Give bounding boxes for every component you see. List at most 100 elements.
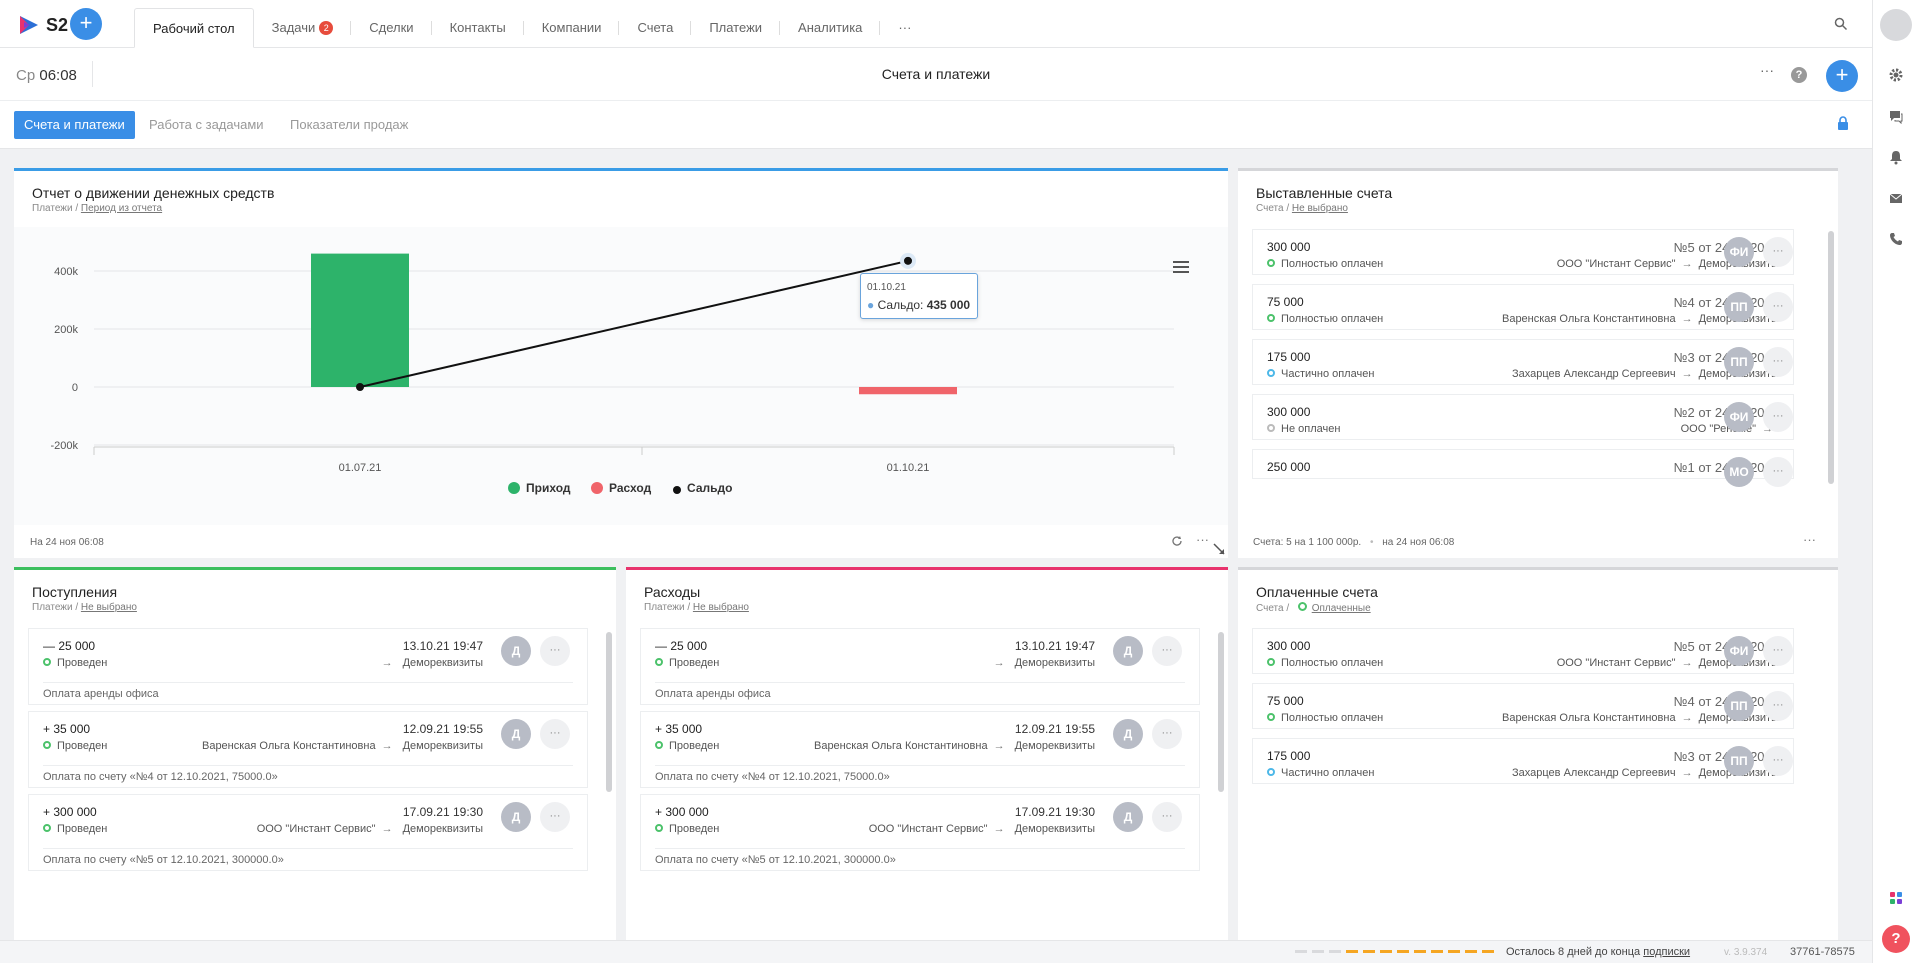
expenses-scrollbar[interactable]	[1218, 632, 1224, 792]
incoming-panel: Поступления Платежи / Не выбрано — 25 00…	[14, 567, 616, 940]
assignee-avatar[interactable]: ПП	[1724, 746, 1754, 776]
payment-more-button[interactable]: ···	[540, 636, 570, 666]
issued-more-button[interactable]: ···	[1803, 532, 1816, 547]
bell-icon[interactable]	[1888, 149, 1904, 165]
chart-menu-icon[interactable]	[1173, 260, 1189, 274]
phone-icon[interactable]	[1888, 231, 1904, 247]
invoice-status: Частично оплачен	[1267, 368, 1374, 380]
legend-income[interactable]: Приход	[508, 481, 571, 495]
invoice-more-button[interactable]: ···	[1763, 402, 1793, 432]
subtab-invoices-payments[interactable]: Счета и платежи	[14, 111, 135, 139]
subtab-sales-metrics[interactable]: Показатели продаж	[290, 117, 409, 132]
payment-card[interactable]: + 35 000 12.09.21 19:55 Проведен Варенская …	[640, 711, 1200, 788]
apps-icon[interactable]	[1888, 890, 1904, 906]
legend-balance[interactable]: Сальдо	[673, 481, 732, 495]
payment-avatar[interactable]: Д	[1113, 719, 1143, 749]
assignee-avatar[interactable]: ФИ	[1724, 402, 1754, 432]
invoice-more-button[interactable]: ···	[1763, 237, 1793, 267]
chat-icon[interactable]	[1888, 108, 1904, 124]
payment-more-button[interactable]: ···	[1152, 802, 1182, 832]
invoice-more-button[interactable]: ···	[1763, 457, 1793, 487]
tab-invoices[interactable]: Счета	[619, 8, 692, 48]
expenses-filter: Платежи / Не выбрано	[644, 602, 749, 613]
tab-deals[interactable]: Сделки	[351, 8, 432, 48]
expenses-filter-link[interactable]: Не выбрано	[692, 602, 749, 613]
status-dot-icon	[43, 741, 51, 749]
mail-icon[interactable]	[1888, 190, 1904, 206]
chart-tooltip: 01.10.21 ● Сальдо: 435 000	[860, 273, 978, 319]
header-create-button[interactable]: +	[1826, 60, 1858, 92]
tab-payments[interactable]: Платежи	[691, 8, 781, 48]
assignee-avatar[interactable]: ПП	[1724, 691, 1754, 721]
resize-icon[interactable]	[1213, 543, 1225, 555]
paid-filter-link[interactable]: Оплаченные	[1311, 603, 1371, 614]
search-icon[interactable]	[1834, 17, 1848, 31]
assignee-avatar[interactable]: ПП	[1724, 347, 1754, 377]
header-more-button[interactable]: ···	[1760, 62, 1774, 78]
invoice-more-button[interactable]: ···	[1763, 292, 1793, 322]
payment-card[interactable]: + 300 000 17.09.21 19:30 Проведен ООО "Инст…	[640, 794, 1200, 871]
subtab-tasks-work[interactable]: Работа с задачами	[149, 117, 264, 132]
incoming-filter-link[interactable]: Не выбрано	[80, 602, 137, 613]
invoice-more-button[interactable]: ···	[1763, 636, 1793, 666]
incoming-scrollbar[interactable]	[606, 632, 612, 792]
payment-card[interactable]: + 35 000 12.09.21 19:55 Проведен Варенская …	[28, 711, 588, 788]
chart-area: 400k 200k 0 -200k 01.07.21 01.10.21	[14, 227, 1228, 525]
logo[interactable]: S2	[18, 14, 68, 36]
subscription-link[interactable]: подписки	[1643, 946, 1691, 958]
payment-card[interactable]: — 25 000 13.10.21 19:47 Проведен → Деморeкви…	[640, 628, 1200, 705]
assignee-avatar[interactable]: ФИ	[1724, 636, 1754, 666]
invoice-more-button[interactable]: ···	[1763, 347, 1793, 377]
invoice-more-button[interactable]: ···	[1763, 691, 1793, 721]
help-icon[interactable]: ?	[1791, 67, 1807, 83]
payment-description: Оплата по счету «№4 от 12.10.2021, 75000…	[43, 771, 278, 783]
payment-more-button[interactable]: ···	[1152, 719, 1182, 749]
help-chat-button[interactable]: ?	[1882, 925, 1910, 953]
payment-avatar[interactable]: Д	[1113, 802, 1143, 832]
bar-income	[311, 253, 409, 387]
tab-tasks[interactable]: Задачи 2	[254, 8, 352, 48]
payment-more-button[interactable]: ···	[540, 802, 570, 832]
issued-scrollbar[interactable]	[1828, 231, 1834, 484]
gear-icon[interactable]	[1888, 67, 1904, 83]
cashflow-more-button[interactable]: ···	[1196, 532, 1209, 547]
payment-avatar[interactable]: Д	[501, 719, 531, 749]
tab-analytics[interactable]: Аналитика	[780, 8, 881, 48]
create-button[interactable]: +	[70, 8, 102, 40]
payment-route: ООО "Инстант Сервис" → Деморeквизиты	[868, 823, 1095, 835]
tab-contacts[interactable]: Контакты	[432, 8, 524, 48]
refresh-icon[interactable]	[1171, 535, 1183, 547]
cashflow-period-link[interactable]: Период из отчета	[80, 203, 163, 214]
payment-more-button[interactable]: ···	[540, 719, 570, 749]
tab-companies[interactable]: Компании	[524, 8, 620, 48]
assignee-avatar[interactable]: МО	[1724, 457, 1754, 487]
payment-card[interactable]: + 300 000 17.09.21 19:30 Проведен ООО "Инст…	[28, 794, 588, 871]
expenses-title: Расходы	[644, 584, 701, 600]
payment-avatar[interactable]: Д	[501, 636, 531, 666]
legend-expense[interactable]: Расход	[591, 481, 651, 495]
assignee-avatar[interactable]: ПП	[1724, 292, 1754, 322]
user-avatar[interactable]	[1880, 9, 1912, 41]
progress-segment	[1448, 950, 1460, 953]
payment-avatar[interactable]: Д	[501, 802, 531, 832]
payment-card[interactable]: — 25 000 13.10.21 19:47 Проведен → Деморeкви…	[28, 628, 588, 705]
lock-icon[interactable]	[1837, 116, 1849, 130]
assignee-avatar[interactable]: ФИ	[1724, 237, 1754, 267]
tasks-badge: 2	[319, 21, 334, 35]
payment-more-button[interactable]: ···	[1152, 636, 1182, 666]
tab-desktop[interactable]: Рабочий стол	[134, 8, 254, 48]
clock: Ср 06:08	[16, 67, 77, 84]
tab-more[interactable]: ···	[898, 20, 912, 35]
status-dot-icon	[1267, 768, 1275, 776]
invoice-more-button[interactable]: ···	[1763, 746, 1793, 776]
issued-filter-link[interactable]: Не выбрано	[1291, 203, 1348, 214]
payment-avatar[interactable]: Д	[1113, 636, 1143, 666]
